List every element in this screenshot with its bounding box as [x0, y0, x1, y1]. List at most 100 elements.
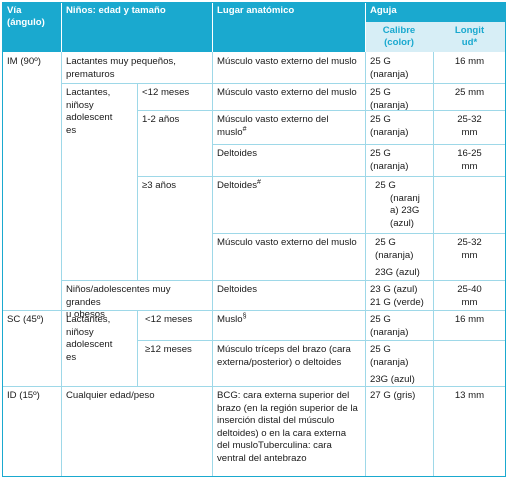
calibre-line: 25 G — [375, 237, 396, 248]
via-id: ID (15º) — [7, 390, 40, 401]
calibre-line: 25 G — [370, 344, 391, 355]
lugar-line: inserción distal del músculo — [217, 415, 335, 426]
footnote-mark: § — [242, 312, 247, 320]
longitud-line: mm — [461, 249, 478, 261]
im-3-lugar-muslo: Músculo vasto externo del muslo — [217, 237, 357, 248]
im-lt12-lugar: Músculo vasto externo del muslo — [217, 87, 357, 98]
header-ninos-text: Niños: edad y tamaño — [66, 5, 166, 16]
header-longitud-line2: ud* — [461, 37, 478, 48]
header-longitud-line1: Longit — [454, 25, 485, 36]
grupo-line: adolescent — [66, 339, 113, 350]
longitud-line: 16-25 — [457, 148, 482, 159]
im-3-calibre-muslo: 25 G (naranja) 23G (azul) — [365, 233, 433, 280]
grupo-line: Lactantes, — [66, 314, 111, 325]
sc-lt12-longitud: 16 mm — [454, 314, 485, 325]
calibre-line: (naranj — [390, 192, 420, 204]
header-lugar-text: Lugar anatómico — [217, 5, 295, 16]
calibre-line: (naranja) — [370, 126, 409, 138]
calibre-line: 25 G — [370, 148, 391, 159]
longitud-line: 25-32 — [457, 237, 482, 248]
im-obesos-calibre: 23 G (azul) 21 G (verde) — [365, 280, 433, 309]
sc-lt12-lugar: Muslo§ — [212, 310, 365, 327]
id-lugar: BCG: cara externa superior del brazo (en… — [212, 386, 365, 465]
calibre-line: (naranja) — [370, 356, 409, 368]
grid-line — [212, 144, 506, 145]
calibre-line: a) 23G — [390, 205, 420, 216]
header-aguja-text: Aguja — [370, 5, 397, 16]
longitud-line: mm — [461, 296, 478, 308]
im-3-edad: ≥3 años — [142, 180, 177, 191]
calibre-line: 25 G — [370, 114, 391, 125]
header-longitud: Longit ud* — [433, 22, 506, 52]
lugar-line: Muslo — [217, 314, 243, 325]
calibre-line: 25 G — [370, 314, 391, 325]
footnote-mark: # — [257, 178, 261, 186]
lugar-line: Deltoides — [217, 180, 257, 191]
calibre-line: 21 G (verde) — [370, 296, 424, 308]
header-divider — [365, 2, 366, 52]
grupo-line: es — [66, 124, 77, 136]
sc-grupo-lactantes: Lactantes, niñosy adolescent es — [61, 310, 137, 364]
im-3-calibre-deltoides: 25 G (naranj a) 23G (azul) — [365, 176, 433, 230]
grid-line — [61, 280, 506, 281]
grid-line — [433, 52, 434, 477]
grid-line — [61, 52, 62, 477]
header-via-line1: Vía — [7, 5, 22, 16]
sc-ge12-calibre: 25 G (naranja) 23G (azul) — [365, 340, 433, 387]
lugar-line: deltoides) o en la cara externa — [217, 427, 347, 439]
grid-line — [212, 233, 506, 234]
im-lactantes-pequenos-longitud: 16 mm — [454, 56, 485, 67]
im-obesos-longitud: 25-40 mm — [433, 280, 506, 309]
im-3-lugar-deltoides: Deltoides# — [212, 176, 365, 193]
sc-lt12-edad: <12 meses — [145, 314, 193, 325]
sc-ge12-edad: ≥12 meses — [145, 344, 192, 355]
lugar-line: externa/posterior) o deltoides — [217, 356, 342, 368]
calibre-line: (azul) — [390, 217, 414, 229]
longitud-line: 25-40 — [457, 284, 482, 295]
im-1-2-lugar-deltoides: Deltoides — [217, 148, 257, 159]
longitud-line: mm — [461, 160, 478, 172]
calibre-line: 25 G — [370, 87, 391, 98]
grid-line — [137, 340, 506, 341]
calibre-line: (naranja) — [370, 160, 409, 172]
im-1-2-longitud-muslo: 25-32 mm — [433, 110, 506, 139]
grid-line — [137, 110, 506, 111]
calibre-line: 23G (azul) — [370, 374, 415, 385]
header-calibre-line2: (color) — [384, 37, 414, 48]
calibre-line: 25 G — [375, 180, 396, 191]
header-calibre: Calibre (color) — [365, 22, 433, 52]
obesos-line: u obesos — [66, 309, 105, 320]
calibre-line: (naranja) — [375, 249, 414, 261]
im-lactantes-pequenos-lugar: Músculo vasto externo del muslo — [217, 56, 357, 67]
lugar-line: del musloTuberculina: cara — [217, 440, 332, 451]
grupo-line: Lactantes, — [66, 87, 111, 98]
obesos-line: Niños/adolescentes muy grandes — [66, 284, 171, 308]
id-edad: Cualquier edad/peso — [66, 390, 155, 401]
footnote-mark: # — [242, 125, 247, 133]
im-lactantes-pequenos-line1: Lactantes muy pequeños, — [66, 56, 176, 67]
im-obesos-lugar: Deltoides — [217, 284, 257, 295]
im-lactantes-pequenos: Lactantes muy pequeños, prematuros — [61, 52, 212, 81]
im-obesos: Niños/adolescentes muy grandes u obesos — [61, 280, 212, 322]
grupo-line: es — [66, 351, 77, 363]
lugar-line: Músculo tríceps del brazo (cara — [217, 344, 351, 355]
id-longitud: 13 mm — [454, 390, 485, 401]
im-1-2-edad: 1-2 años — [142, 114, 180, 125]
header-calibre-line1: Calibre — [382, 25, 416, 36]
im-1-2-longitud-deltoides: 16-25 mm — [433, 144, 506, 173]
header-via: Vía (ángulo) — [2, 2, 61, 52]
grid-line — [212, 52, 213, 477]
calibre-line: (naranja) — [370, 326, 409, 338]
header-via-line2: (ángulo) — [7, 17, 45, 28]
lugar-line: muslo — [217, 126, 243, 138]
lugar-line: Músculo vasto externo del — [217, 114, 329, 125]
id-calibre: 27 G (gris) — [370, 390, 416, 401]
calibre-line: (naranja) — [370, 68, 409, 80]
calibre-line: 23G (azul) — [375, 267, 420, 278]
grupo-line: adolescent — [66, 112, 113, 123]
grupo-line: niñosy — [66, 99, 94, 111]
lugar-line: ventral del antebrazo — [217, 452, 307, 464]
grid-line — [137, 83, 138, 280]
grid-line — [2, 386, 506, 387]
